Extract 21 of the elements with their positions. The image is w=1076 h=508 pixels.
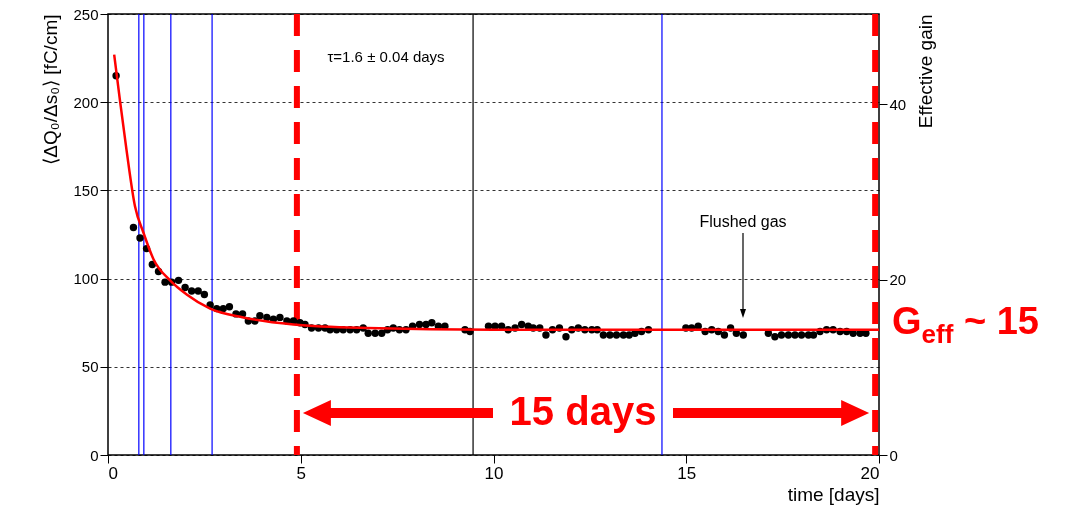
y2-tick-label: 20 — [889, 271, 907, 289]
y-tick-label: 0 — [90, 446, 99, 464]
annotation: 15 days — [509, 389, 657, 433]
x-axis-title: time [days] — [787, 483, 880, 505]
y2-tick-label: 0 — [889, 446, 898, 464]
x-tick-label: 10 — [484, 463, 504, 483]
x-tick-label: 5 — [296, 463, 306, 483]
y-tick-label: 250 — [73, 5, 99, 23]
annotation: τ=1.6 ± 0.04 days — [327, 48, 445, 65]
y2-axis-title: Effective gain — [915, 14, 937, 129]
x-tick-label: 0 — [108, 463, 118, 483]
y-tick-label: 150 — [73, 181, 99, 199]
annotation: Flushed gas — [699, 213, 787, 230]
y-tick-label: 200 — [73, 93, 99, 111]
x-tick-label: 20 — [860, 463, 880, 483]
y-tick-label: 50 — [81, 358, 99, 376]
y-axis-title: ⟨ΔQ₀/Δs₀⟩ [fC/cm] — [40, 14, 62, 165]
x-tick-label: 15 — [677, 463, 697, 483]
text: G$_{eff}$ ~ 15 — [892, 300, 1039, 350]
y2-tick-label: 40 — [889, 95, 907, 113]
y-tick-label: 100 — [73, 270, 99, 288]
